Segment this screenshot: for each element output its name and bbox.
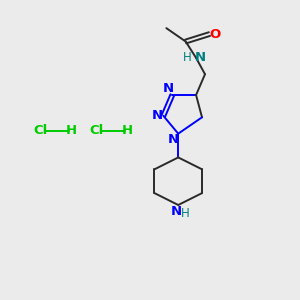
Text: N: N bbox=[162, 82, 173, 95]
Text: Cl: Cl bbox=[33, 124, 47, 137]
Text: H: H bbox=[180, 207, 189, 220]
Text: H: H bbox=[66, 124, 77, 137]
Text: N: N bbox=[194, 51, 206, 64]
Text: H: H bbox=[122, 124, 133, 137]
Text: N: N bbox=[151, 109, 162, 122]
Text: H: H bbox=[183, 51, 192, 64]
Text: N: N bbox=[171, 205, 182, 218]
Text: O: O bbox=[210, 28, 221, 40]
Text: Cl: Cl bbox=[89, 124, 103, 137]
Text: N: N bbox=[167, 133, 178, 146]
